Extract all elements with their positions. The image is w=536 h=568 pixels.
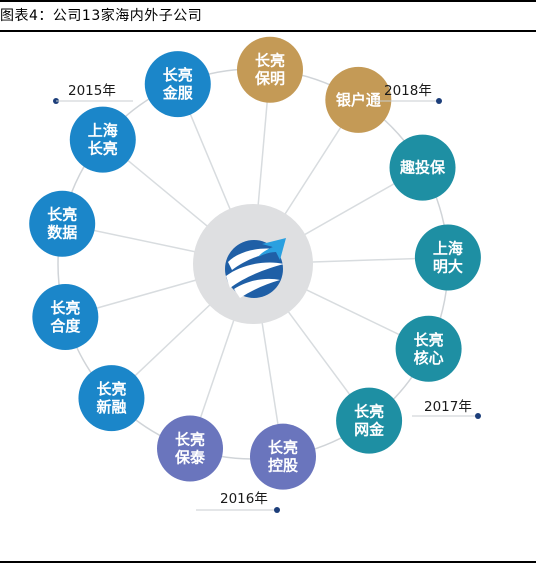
node-circle	[236, 36, 303, 103]
globe-logo-icon	[225, 238, 286, 298]
year-annotation-2015: 2015年	[53, 83, 133, 104]
node-circle	[395, 315, 462, 382]
top-border	[0, 0, 536, 2]
node-label: 网金	[354, 421, 385, 439]
year-label-2017: 2017年	[424, 399, 472, 415]
node-circle	[414, 224, 481, 291]
node-circle	[144, 51, 211, 118]
node-label: 长亮	[255, 52, 285, 70]
node-label: 保泰	[174, 449, 206, 467]
year-annotation-2017: 2017年	[412, 399, 481, 419]
caption-divider	[0, 30, 536, 32]
node-circle	[157, 415, 224, 482]
node-label: 银户通	[336, 91, 381, 109]
node-label: 上海	[88, 122, 118, 140]
node-label: 长亮	[96, 380, 126, 398]
node-label: 长亮	[354, 403, 384, 421]
figure-caption: 图表4：公司13家海内外子公司	[0, 8, 203, 24]
node-circle	[389, 134, 456, 201]
node-label: 长亮	[88, 140, 118, 158]
node-label: 明大	[433, 257, 463, 275]
node-label: 保明	[254, 70, 285, 88]
node-label: 长亮	[50, 299, 80, 317]
node-label: 新融	[96, 398, 126, 416]
node-label: 金服	[162, 84, 194, 102]
node-label: 长亮	[163, 66, 193, 84]
year-label-2015: 2015年	[68, 83, 116, 99]
node-circle	[69, 106, 136, 173]
node-circle	[29, 190, 96, 257]
node-label: 核心	[414, 349, 444, 367]
year-annotation-2018: 2018年	[373, 83, 442, 104]
node-label: 控股	[268, 457, 299, 475]
node-circle	[32, 283, 99, 350]
node-label: 长亮	[175, 431, 205, 449]
subsidiary-nodes: 长亮保明银户通趣投保上海明大长亮核心长亮网金长亮控股长亮保泰长亮新融长亮合度长亮…	[29, 36, 481, 490]
year-label-2018: 2018年	[384, 83, 432, 99]
node-circle	[249, 423, 316, 490]
node-label: 长亮	[414, 331, 444, 349]
node-label: 趣投保	[399, 159, 446, 177]
node-circle	[336, 387, 403, 454]
year-label-2016: 2016年	[220, 491, 268, 507]
node-circle	[325, 66, 392, 133]
subsidiary-node: 趣投保	[389, 134, 456, 201]
node-label: 合度	[49, 317, 81, 335]
bottom-border	[0, 561, 536, 563]
node-label: 上海	[433, 239, 463, 257]
year-annotation-2016: 2016年	[196, 491, 280, 513]
node-circle	[78, 365, 145, 432]
subsidiary-node: 银户通	[325, 66, 392, 133]
node-label: 长亮	[47, 206, 77, 224]
node-label: 长亮	[268, 439, 298, 457]
node-label: 数据	[47, 224, 77, 242]
